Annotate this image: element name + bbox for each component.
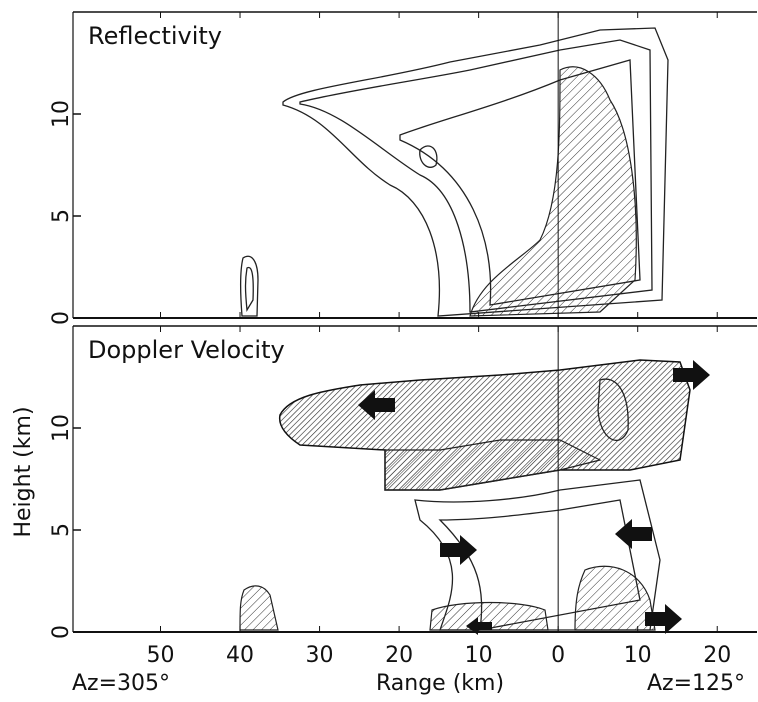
y-tick-label: 10 [49,414,74,442]
x-tick-label: 30 [306,643,334,668]
y-tick-label: 10 [49,100,74,128]
x-tick-label: 50 [146,643,174,668]
reflectivity-contours [239,27,669,317]
y-axis-label: Height (km) [11,406,36,537]
panel-title: Reflectivity [88,22,222,50]
panel-title: Doppler Velocity [88,336,285,364]
x-tick-label: 10 [624,643,652,668]
y-tick-label: 0 [49,625,74,639]
annotation: Az=125° [647,671,745,696]
doppler-contours [239,359,691,631]
y-tick-label: 0 [49,311,74,325]
x-tick-label: 0 [551,643,565,668]
x-tick-label: 20 [385,643,413,668]
x-axis-label: Range (km) [376,671,504,696]
y-tick-label: 5 [49,523,74,537]
x-tick-label: 20 [703,643,731,668]
x-tick-label: 10 [465,643,493,668]
x-tick-label: 40 [226,643,254,668]
annotation: Az=305° [72,671,170,696]
y-tick-label: 5 [49,209,74,223]
